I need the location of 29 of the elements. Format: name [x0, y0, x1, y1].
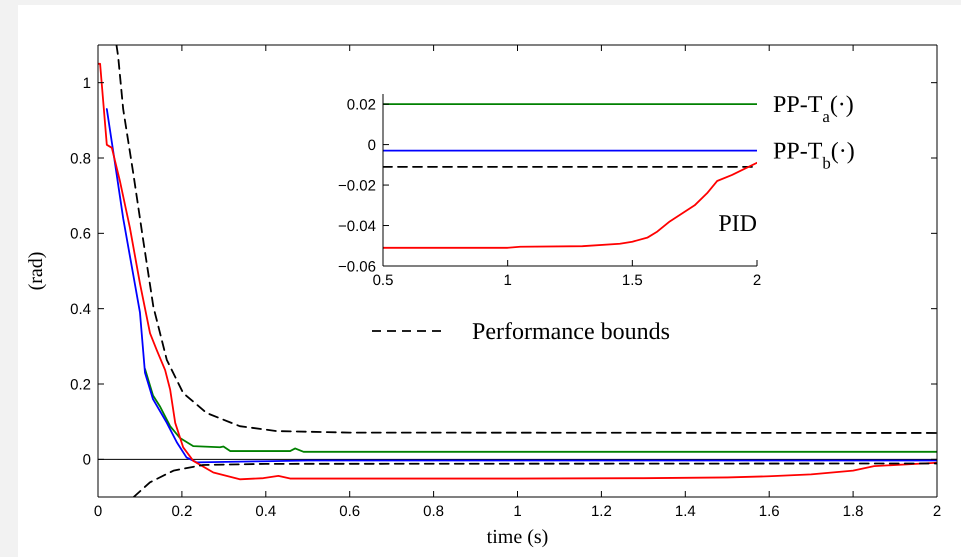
series-label: PP-T$_{b}$(·)	[773, 138, 855, 172]
x-tick-label: 1.6	[758, 503, 780, 520]
series-label: PID	[718, 210, 757, 237]
y-axis-title: (rad)	[25, 252, 47, 290]
y-tick-label: 1	[82, 74, 91, 92]
x-tick-label: 1.5	[622, 272, 643, 289]
x-tick-label: 1	[503, 272, 512, 289]
x-tick-label: 0.8	[423, 503, 444, 520]
y-tick-label: 0.02	[346, 96, 376, 114]
y-tick-label: 0.6	[70, 226, 91, 243]
y-tick-label: −0.02	[338, 177, 376, 194]
series-label: PP-T$_{a}$(·)	[773, 92, 854, 126]
x-tick-label: 0.2	[171, 503, 192, 520]
legend-label: Performance bounds	[472, 319, 670, 345]
x-tick-label: 2	[932, 503, 942, 520]
x-axis-title: time (s)	[486, 526, 548, 548]
x-tick-label: 1.8	[842, 503, 864, 520]
x-tick-label: 2	[752, 272, 762, 289]
x-tick-label: 1.2	[590, 503, 612, 520]
y-tick-label: 0.8	[70, 150, 91, 168]
x-tick-label: 1.4	[674, 503, 696, 520]
x-tick-label: 0.4	[255, 503, 276, 520]
y-tick-label: 0	[368, 136, 376, 154]
y-tick-label: −0.04	[338, 218, 376, 235]
x-tick-label: 1	[513, 503, 522, 520]
y-tick-label: 0	[82, 452, 91, 469]
x-tick-label: 0	[94, 503, 102, 520]
y-tick-label: 0.2	[70, 376, 91, 394]
y-tick-label: 0.4	[70, 300, 91, 318]
